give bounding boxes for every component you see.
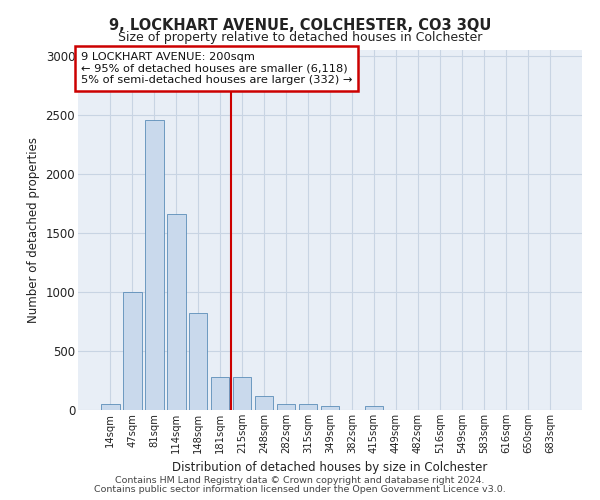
Bar [189, 313, 208, 410]
Bar [211, 377, 229, 410]
Bar [123, 292, 142, 410]
Bar [145, 120, 164, 410]
Text: Size of property relative to detached houses in Colchester: Size of property relative to detached ho… [118, 31, 482, 44]
Text: 9, LOCKHART AVENUE, COLCHESTER, CO3 3QU: 9, LOCKHART AVENUE, COLCHESTER, CO3 3QU [109, 18, 491, 32]
Y-axis label: Number of detached properties: Number of detached properties [27, 137, 40, 323]
Text: Contains public sector information licensed under the Open Government Licence v3: Contains public sector information licen… [94, 485, 506, 494]
Bar [277, 404, 295, 410]
X-axis label: Distribution of detached houses by size in Colchester: Distribution of detached houses by size … [172, 462, 488, 474]
Bar [320, 406, 340, 410]
Bar [255, 396, 274, 410]
Bar [101, 404, 119, 410]
Bar [167, 214, 185, 410]
Text: Contains HM Land Registry data © Crown copyright and database right 2024.: Contains HM Land Registry data © Crown c… [115, 476, 485, 485]
Bar [233, 377, 251, 410]
Bar [299, 404, 317, 410]
Bar [365, 406, 383, 410]
Text: 9 LOCKHART AVENUE: 200sqm
← 95% of detached houses are smaller (6,118)
5% of sem: 9 LOCKHART AVENUE: 200sqm ← 95% of detac… [80, 52, 352, 85]
